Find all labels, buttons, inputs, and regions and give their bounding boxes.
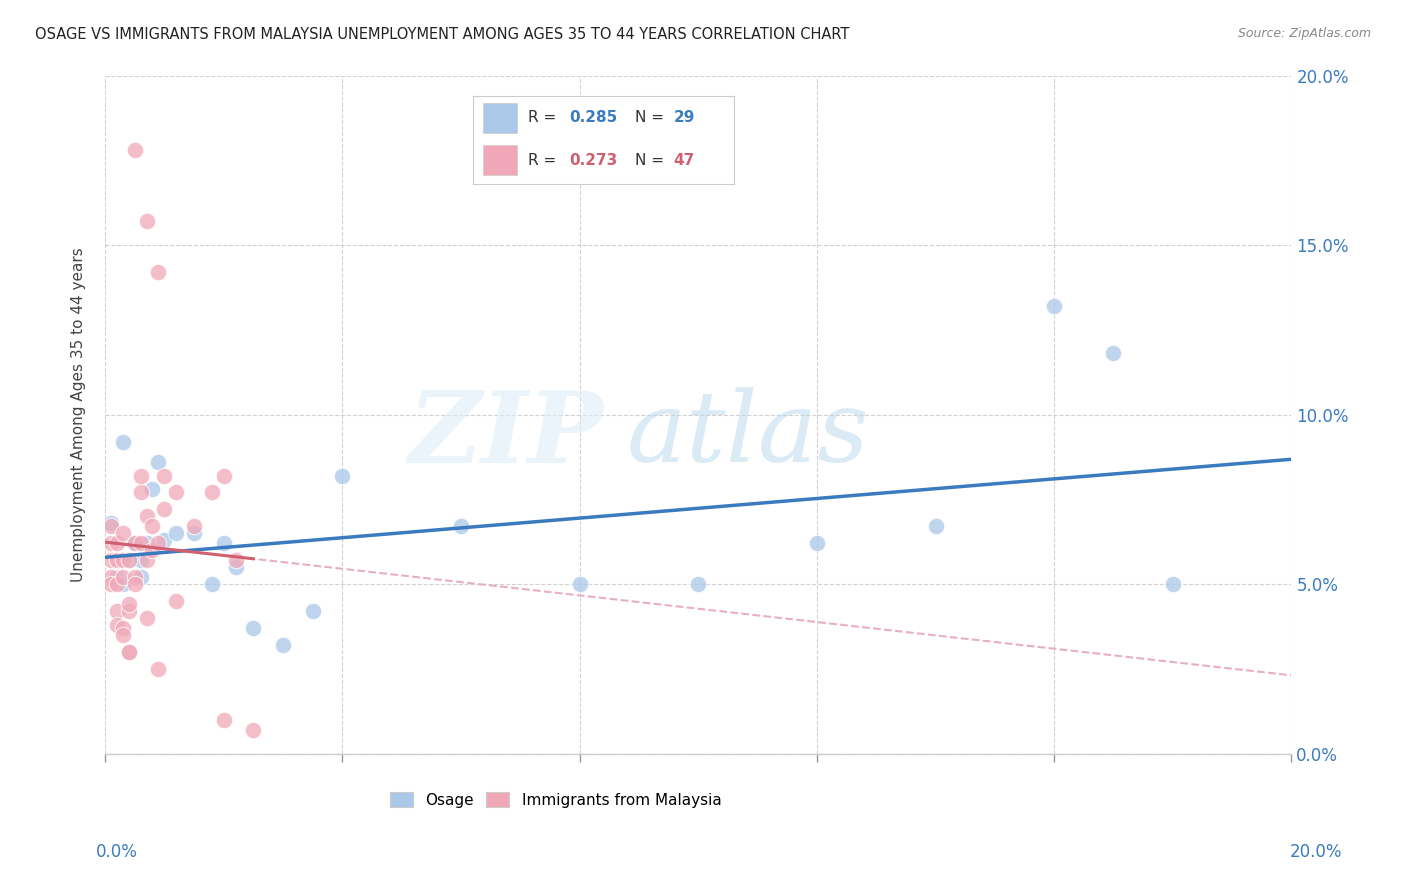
- Point: [105, 553, 128, 567]
- Point: [141, 519, 163, 533]
- Point: [118, 598, 141, 612]
- Point: [165, 526, 187, 541]
- Point: [105, 536, 128, 550]
- Point: [105, 570, 128, 584]
- Text: Source: ZipAtlas.com: Source: ZipAtlas.com: [1237, 27, 1371, 40]
- Point: [100, 553, 122, 567]
- Point: [301, 604, 323, 618]
- Point: [271, 638, 294, 652]
- Point: [165, 485, 187, 500]
- Text: OSAGE VS IMMIGRANTS FROM MALAYSIA UNEMPLOYMENT AMONG AGES 35 TO 44 YEARS CORRELA: OSAGE VS IMMIGRANTS FROM MALAYSIA UNEMPL…: [35, 27, 849, 42]
- Point: [118, 645, 141, 659]
- Point: [148, 455, 170, 469]
- Point: [183, 519, 205, 533]
- Point: [111, 553, 134, 567]
- Point: [153, 533, 176, 547]
- Point: [224, 553, 246, 567]
- Legend: Osage, Immigrants from Malaysia: Osage, Immigrants from Malaysia: [384, 786, 727, 814]
- Point: [129, 536, 152, 550]
- Point: [141, 482, 163, 496]
- Point: [118, 604, 141, 618]
- Point: [806, 536, 828, 550]
- Point: [100, 577, 122, 591]
- Point: [129, 485, 152, 500]
- Point: [201, 485, 224, 500]
- Point: [105, 617, 128, 632]
- Point: [1102, 346, 1125, 360]
- Text: 0.0%: 0.0%: [96, 843, 138, 861]
- Point: [111, 570, 134, 584]
- Point: [1043, 299, 1066, 313]
- Point: [924, 519, 946, 533]
- Point: [124, 536, 146, 550]
- Point: [111, 577, 134, 591]
- Point: [165, 594, 187, 608]
- Point: [135, 536, 157, 550]
- Point: [688, 577, 710, 591]
- Point: [450, 519, 472, 533]
- Point: [183, 526, 205, 541]
- Point: [224, 560, 246, 574]
- Point: [148, 662, 170, 676]
- Point: [105, 577, 128, 591]
- Point: [212, 713, 235, 727]
- Point: [135, 509, 157, 524]
- Text: ZIP: ZIP: [408, 386, 603, 483]
- Point: [124, 577, 146, 591]
- Point: [153, 502, 176, 516]
- Text: atlas: atlas: [627, 387, 870, 483]
- Point: [100, 519, 122, 533]
- Point: [330, 468, 353, 483]
- Point: [100, 516, 122, 530]
- Point: [141, 543, 163, 558]
- Point: [118, 645, 141, 659]
- Point: [124, 143, 146, 157]
- Point: [111, 526, 134, 541]
- Point: [1161, 577, 1184, 591]
- Point: [135, 611, 157, 625]
- Point: [111, 434, 134, 449]
- Point: [242, 621, 264, 635]
- Point: [212, 536, 235, 550]
- Point: [100, 570, 122, 584]
- Point: [124, 570, 146, 584]
- Point: [124, 536, 146, 550]
- Point: [118, 553, 141, 567]
- Point: [212, 468, 235, 483]
- Point: [201, 577, 224, 591]
- Point: [148, 536, 170, 550]
- Point: [129, 553, 152, 567]
- Point: [135, 553, 157, 567]
- Point: [111, 628, 134, 642]
- Point: [100, 536, 122, 550]
- Point: [129, 468, 152, 483]
- Point: [129, 570, 152, 584]
- Point: [118, 553, 141, 567]
- Y-axis label: Unemployment Among Ages 35 to 44 years: Unemployment Among Ages 35 to 44 years: [72, 247, 86, 582]
- Point: [135, 214, 157, 228]
- Point: [111, 621, 134, 635]
- Point: [148, 265, 170, 279]
- Point: [568, 577, 591, 591]
- Point: [153, 468, 176, 483]
- Point: [242, 723, 264, 737]
- Text: 20.0%: 20.0%: [1291, 843, 1343, 861]
- Point: [105, 604, 128, 618]
